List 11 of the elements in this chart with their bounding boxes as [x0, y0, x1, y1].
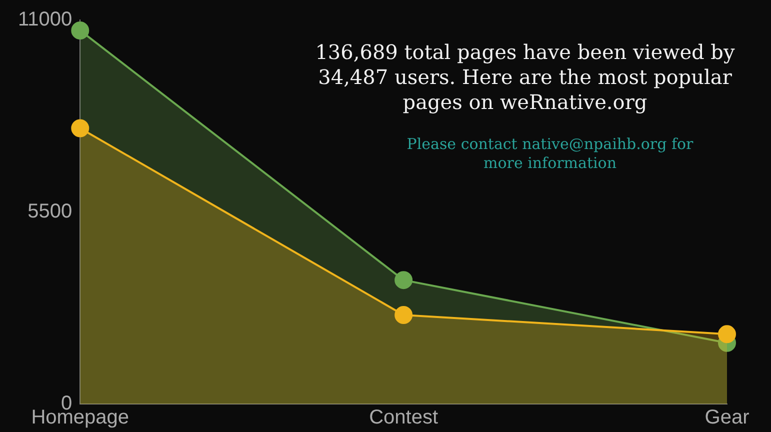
- annotation: 136,689 total pages have been viewed by 34,487 users. Here are the most popular pages on weRnative.org: [314, 40, 736, 115]
- point: [394, 306, 413, 324]
- y-tick-label: 5500: [28, 200, 72, 223]
- point: [718, 325, 736, 344]
- point: [71, 21, 90, 40]
- point: [71, 119, 90, 138]
- annotation: Please contact native@npaihb.org for more information: [406, 135, 694, 173]
- x-tick-label: Contest: [369, 406, 438, 429]
- y-tick-label: 11000: [18, 8, 72, 31]
- point: [394, 271, 413, 290]
- x-tick-label: Gear: [704, 406, 750, 429]
